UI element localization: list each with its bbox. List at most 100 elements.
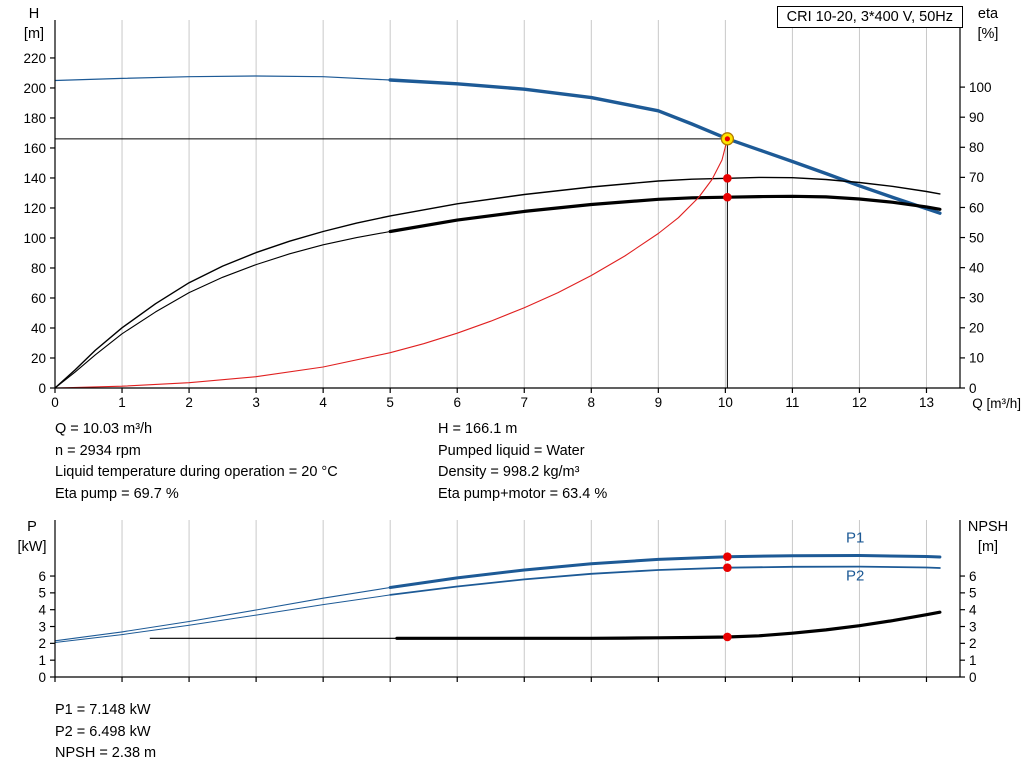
svg-text:2: 2	[38, 636, 46, 651]
svg-text:0: 0	[969, 381, 977, 396]
curve-point-marker	[723, 192, 732, 202]
duty-annotations-right: H = 166.1 m Pumped liquid = Water Densit…	[438, 419, 607, 505]
pump-title-box: CRI 10-20, 3*400 V, 50Hz	[776, 6, 963, 28]
annotation-line: Eta pump+motor = 63.4 %	[438, 485, 608, 502]
curve-point-marker	[723, 563, 732, 572]
svg-text:3: 3	[252, 395, 260, 410]
h-axis-unit: [m]	[23, 26, 45, 42]
p2-curve	[389, 565, 941, 596]
svg-text:80: 80	[31, 261, 46, 276]
p-axis-name: P	[27, 519, 37, 535]
annotation-line: Eta pump = 69.7 %	[55, 485, 179, 502]
svg-text:7: 7	[521, 395, 529, 410]
pump-title: CRI 10-20, 3*400 V, 50Hz	[786, 9, 953, 25]
eta-pump-curve	[54, 176, 941, 389]
annotation-line: Pumped liquid = Water	[438, 442, 585, 459]
svg-text:1: 1	[969, 653, 977, 668]
eta-axis-title: eta [%]	[962, 4, 1014, 44]
svg-text:70: 70	[969, 170, 984, 185]
svg-text:90: 90	[969, 110, 984, 125]
svg-text:6: 6	[969, 569, 977, 584]
annotation-line: Liquid temperature during operation = 20…	[55, 464, 338, 481]
p2-curve-low	[54, 594, 391, 643]
npsh-axis-unit: [m]	[977, 539, 999, 555]
svg-text:4: 4	[319, 395, 327, 410]
svg-text:0: 0	[38, 670, 46, 685]
svg-text:100: 100	[969, 80, 992, 95]
pump-curve-main	[388, 78, 942, 215]
annotation-line: n = 2934 rpm	[55, 442, 141, 459]
annotation-line: H = 166.1 m	[438, 421, 518, 437]
svg-text:20: 20	[969, 321, 984, 336]
svg-text:8: 8	[588, 395, 596, 410]
pump-curve-low	[54, 75, 391, 82]
svg-text:80: 80	[969, 140, 984, 155]
curve-point-marker	[723, 173, 732, 183]
annotation-line: P2 = 6.498 kW	[55, 723, 151, 740]
svg-text:4: 4	[969, 602, 977, 617]
qh-eta-chart: 0204060801001201401601802002200102030405…	[23, 20, 992, 410]
svg-text:3: 3	[969, 619, 977, 634]
svg-text:12: 12	[852, 395, 867, 410]
svg-text:40: 40	[969, 260, 984, 275]
svg-text:120: 120	[23, 201, 46, 216]
svg-text:P2: P2	[846, 568, 864, 585]
svg-text:6: 6	[38, 569, 46, 584]
npsh-curve	[395, 610, 942, 640]
eta-total-curve	[388, 194, 942, 234]
duty-annotations-left: Q = 10.03 m³/h n = 2934 rpm Liquid tempe…	[55, 419, 338, 505]
svg-text:160: 160	[23, 141, 46, 156]
svg-text:P1: P1	[846, 529, 864, 546]
svg-text:60: 60	[31, 291, 46, 306]
npsh-axis-name: NPSH	[967, 519, 1009, 535]
svg-text:2: 2	[185, 395, 193, 410]
svg-text:20: 20	[31, 351, 46, 366]
svg-text:50: 50	[969, 230, 984, 245]
curve-point-marker	[723, 632, 732, 642]
curve-point-marker	[723, 552, 732, 562]
power-annotations: P1 = 7.148 kW P2 = 6.498 kW NPSH = 2.38 …	[55, 700, 156, 765]
annotation-line: P1 = 7.148 kW	[55, 702, 151, 718]
h-axis-title: H [m]	[10, 4, 58, 44]
eta-axis-unit: [%]	[977, 26, 999, 42]
svg-text:11: 11	[785, 395, 799, 410]
annotation-line: Q = 10.03 m³/h	[55, 421, 153, 437]
h-axis-name: H	[28, 6, 40, 22]
svg-text:3: 3	[38, 619, 46, 634]
svg-text:0: 0	[38, 381, 46, 396]
svg-text:10: 10	[718, 395, 733, 410]
svg-text:6: 6	[453, 395, 461, 410]
svg-text:13: 13	[919, 395, 934, 410]
svg-text:200: 200	[23, 81, 46, 96]
svg-text:180: 180	[23, 111, 46, 126]
svg-text:5: 5	[386, 395, 394, 410]
svg-text:1: 1	[118, 395, 126, 410]
p-axis-title: P [kW]	[8, 517, 56, 557]
svg-text:220: 220	[23, 51, 46, 66]
svg-text:2: 2	[969, 636, 977, 651]
eta-total-curve-low	[54, 230, 391, 389]
annotation-line: Density = 998.2 kg/m³	[438, 464, 580, 481]
svg-text:0: 0	[51, 395, 59, 410]
svg-text:100: 100	[23, 231, 46, 246]
eta-axis-name: eta	[977, 6, 999, 22]
p1-curve	[388, 554, 942, 589]
svg-text:140: 140	[23, 171, 46, 186]
q-axis-title: Q [m³/h]	[972, 396, 1021, 411]
p1-curve-low	[54, 586, 391, 642]
svg-text:1: 1	[38, 653, 46, 668]
system-curve	[54, 138, 728, 389]
npsh-axis-title: NPSH [m]	[958, 517, 1018, 557]
svg-text:0: 0	[969, 670, 977, 685]
svg-text:10: 10	[969, 351, 984, 366]
svg-text:9: 9	[655, 395, 663, 410]
svg-text:4: 4	[38, 602, 46, 617]
svg-text:5: 5	[38, 586, 46, 601]
svg-text:5: 5	[969, 586, 977, 601]
duty-point-center	[724, 136, 730, 142]
svg-text:40: 40	[31, 321, 46, 336]
svg-text:60: 60	[969, 200, 984, 215]
